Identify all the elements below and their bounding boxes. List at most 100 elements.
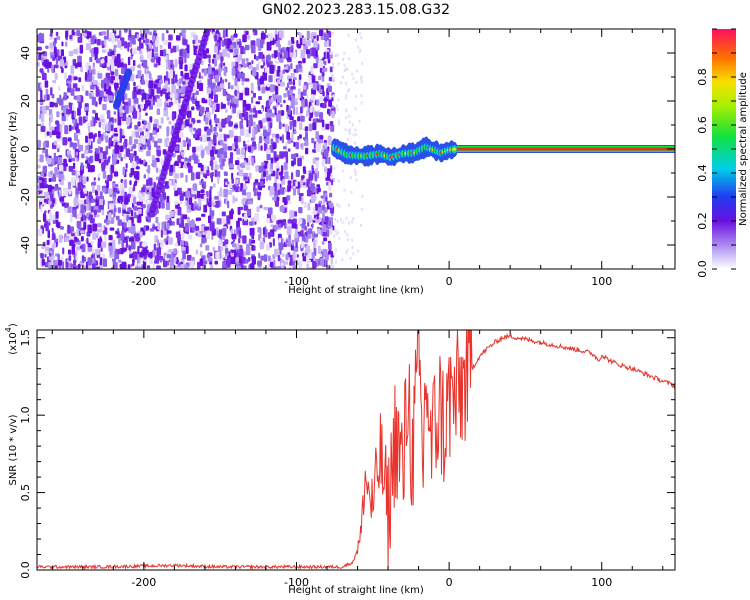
noise-speck xyxy=(106,211,109,215)
noise-speck xyxy=(52,157,55,165)
noise-speck xyxy=(194,194,197,200)
noise-speck xyxy=(137,191,141,199)
noise-speck xyxy=(336,203,339,207)
noise-speck xyxy=(323,98,329,102)
noise-speck xyxy=(230,256,236,265)
noise-speck xyxy=(77,36,83,43)
noise-speck xyxy=(166,235,169,241)
noise-speck xyxy=(246,35,251,40)
noise-speck xyxy=(124,41,128,49)
noise-speck xyxy=(295,106,298,116)
noise-speck xyxy=(291,160,295,167)
noise-speck xyxy=(346,233,349,237)
noise-speck xyxy=(173,256,176,264)
noise-speck xyxy=(232,126,235,131)
noise-speck xyxy=(245,103,251,111)
noise-speck xyxy=(205,136,211,142)
noise-speck xyxy=(322,102,327,109)
noise-speck xyxy=(322,249,328,258)
noise-speck xyxy=(90,155,94,163)
noise-speck xyxy=(117,40,122,48)
noise-speck xyxy=(292,119,297,127)
noise-speck xyxy=(114,144,120,154)
noise-speck xyxy=(226,181,230,185)
noise-speck xyxy=(169,164,174,173)
noise-speck xyxy=(272,238,275,247)
noise-speck xyxy=(148,80,154,87)
noise-speck xyxy=(254,213,259,222)
noise-speck xyxy=(64,207,69,213)
noise-speck xyxy=(139,252,143,258)
noise-speck xyxy=(54,73,58,80)
noise-speck xyxy=(226,94,232,100)
noise-speck xyxy=(231,233,237,240)
noise-speck xyxy=(321,241,325,245)
noise-speck xyxy=(130,74,135,82)
noise-speck xyxy=(231,178,234,184)
noise-speck xyxy=(289,81,293,85)
noise-speck xyxy=(171,84,176,94)
noise-speck xyxy=(329,192,333,198)
noise-speck xyxy=(115,215,120,221)
noise-speck xyxy=(311,137,315,144)
noise-speck xyxy=(270,163,274,170)
noise-speck xyxy=(130,210,134,217)
noise-speck xyxy=(290,99,295,109)
noise-speck xyxy=(316,99,320,106)
noise-speck xyxy=(146,51,152,59)
noise-speck xyxy=(263,160,269,169)
noise-speck xyxy=(123,154,126,159)
noise-speck xyxy=(154,63,157,68)
noise-speck xyxy=(352,133,355,137)
noise-speck xyxy=(332,66,335,70)
noise-speck xyxy=(143,174,146,179)
noise-speck xyxy=(124,196,129,205)
noise-speck xyxy=(135,131,139,138)
noise-speck xyxy=(267,117,272,122)
noise-speck xyxy=(129,252,133,259)
noise-speck xyxy=(93,205,99,210)
noise-speck xyxy=(234,89,237,97)
noise-speck xyxy=(159,44,163,49)
noise-speck xyxy=(295,169,300,177)
noise-speck xyxy=(40,89,43,98)
noise-speck xyxy=(136,201,142,206)
noise-speck xyxy=(189,155,192,163)
noise-speck xyxy=(253,188,257,197)
noise-speck xyxy=(60,180,64,186)
noise-speck xyxy=(280,205,285,212)
noise-speck xyxy=(146,194,150,200)
colorbar-tick-label: 0.2 xyxy=(696,212,709,230)
noise-speck xyxy=(153,95,156,101)
noise-speck xyxy=(233,33,238,38)
noise-speck xyxy=(181,263,185,269)
noise-speck xyxy=(98,98,102,105)
noise-speck xyxy=(132,47,137,55)
noise-speck xyxy=(189,193,195,198)
noise-speck xyxy=(330,173,333,180)
noise-speck xyxy=(117,35,120,39)
noise-speck xyxy=(345,81,347,85)
noise-speck xyxy=(255,101,261,105)
noise-speck xyxy=(253,107,257,113)
noise-speck xyxy=(314,173,318,182)
noise-speck xyxy=(155,134,158,138)
noise-speck xyxy=(227,189,233,195)
noise-speck xyxy=(45,262,49,266)
noise-speck xyxy=(311,223,314,227)
noise-speck xyxy=(181,219,184,228)
noise-speck xyxy=(329,121,334,126)
noise-speck xyxy=(209,186,213,190)
noise-speck xyxy=(139,159,144,165)
noise-speck xyxy=(269,122,273,129)
noise-speck xyxy=(243,160,247,165)
noise-speck xyxy=(337,119,340,123)
noise-speck xyxy=(109,203,114,210)
noise-speck xyxy=(49,211,52,219)
noise-speck xyxy=(191,106,195,111)
noise-speck xyxy=(290,63,293,69)
x-tick-label: -200 xyxy=(131,275,156,288)
noise-speck xyxy=(289,116,294,121)
spectrogram-panel: -200 -100 0 100 -40 -20 0 20 40 Height o… xyxy=(8,28,676,296)
noise-speck xyxy=(258,142,261,151)
